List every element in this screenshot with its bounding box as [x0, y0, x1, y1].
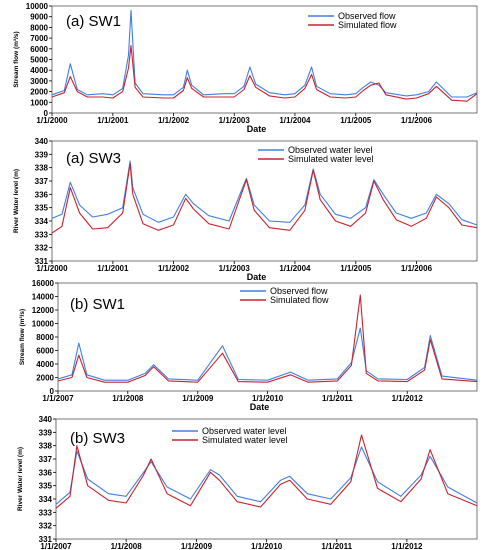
- y-tick-label: 334: [39, 495, 53, 504]
- x-tick-label: 1/1/2012: [392, 394, 424, 403]
- y-tick-label: 332: [39, 522, 53, 531]
- y-tick-label: 337: [39, 455, 53, 464]
- x-tick-label: 1/1/2004: [279, 264, 311, 273]
- legend-label: Simulated water level: [202, 435, 288, 445]
- x-tick-label: 1/1/2006: [401, 116, 433, 125]
- x-tick-label: 1/1/2006: [401, 264, 433, 273]
- x-tick-label: 1/1/2004: [279, 116, 311, 125]
- y-axis-label: Stream flow (m³/s): [19, 309, 26, 365]
- y-tick-label: 339: [35, 150, 49, 159]
- y-tick-label: 335: [39, 482, 53, 491]
- y-tick-label: 333: [39, 508, 53, 517]
- x-tick-label: 1/1/2000: [36, 116, 68, 125]
- x-tick-label: 1/1/2011: [322, 394, 353, 403]
- legend-label: Observed flow: [270, 286, 328, 296]
- y-tick-label: 5000: [30, 56, 48, 65]
- legend-label: Observed flow: [338, 11, 396, 21]
- y-tick-label: 0: [50, 387, 55, 396]
- y-tick-label: 336: [35, 190, 49, 199]
- y-tick-label: 6000: [30, 45, 48, 54]
- simulated-series-line: [51, 45, 478, 102]
- x-axis-label: Date: [250, 402, 270, 412]
- x-tick-label: 1/1/2009: [182, 394, 214, 403]
- legend-label: Observed water level: [288, 145, 373, 155]
- x-tick-label: 1/1/2010: [252, 394, 284, 403]
- chart-panel-3: 0 2000 4000 6000 8000 10000 12000 14000 16000 1/1…: [19, 279, 478, 412]
- observed-series-line: [57, 327, 478, 381]
- chart-panel-1: 0100020003000400050006000700080009000100…: [13, 2, 478, 134]
- y-tick-label: 10000: [32, 320, 55, 329]
- panel-title: (b) SW1: [70, 296, 125, 313]
- simulated-series-line: [55, 434, 478, 509]
- y-tick-label: 337: [35, 177, 49, 186]
- legend-label: Simulated water level: [288, 154, 374, 164]
- x-tick-label: 1/1/2002: [158, 116, 190, 125]
- simulated-series-line: [51, 163, 478, 234]
- chart-panel-4: 331 332 333 334 335 336 337 338 339 340 1/1/2007 1/…: [17, 415, 478, 550]
- observed-series-line: [51, 160, 478, 226]
- y-tick-label: 3000: [30, 77, 48, 86]
- x-tick-label: 1/1/2000: [36, 264, 68, 273]
- x-tick-label: 1/1/2011: [321, 542, 352, 550]
- y-axis-label: River Water level (m): [17, 447, 24, 511]
- y-tick-label: 4000: [30, 66, 48, 75]
- x-tick-label: 1/1/2005: [340, 116, 372, 125]
- y-tick-label: 0: [44, 109, 49, 118]
- chart-panel-2: 331 332 333 334 335 336 337 338 339 340 1/1/2000 1/…: [13, 137, 478, 282]
- panel-title: (a) SW3: [66, 150, 121, 167]
- y-tick-label: 338: [35, 164, 49, 173]
- y-tick-label: 2000: [30, 88, 48, 97]
- x-tick-label: 1/1/2001: [97, 264, 129, 273]
- observed-series-line: [55, 446, 478, 505]
- y-axis-label: Stream flow (m³/s): [13, 31, 20, 87]
- y-tick-label: 340: [35, 137, 49, 146]
- y-tick-label: 10000: [26, 2, 49, 11]
- y-tick-label: 331: [35, 257, 49, 266]
- y-tick-label: 8000: [36, 333, 54, 342]
- y-tick-label: 6000: [36, 347, 54, 356]
- x-tick-label: 1/1/2002: [158, 264, 190, 273]
- legend-label: Simulated flow: [270, 295, 329, 305]
- y-tick-label: 335: [35, 204, 49, 213]
- legend-label: Simulated flow: [338, 20, 397, 30]
- x-tick-label: 1/1/2005: [340, 264, 372, 273]
- y-tick-label: 7000: [30, 34, 48, 43]
- y-tick-label: 9000: [30, 13, 48, 22]
- plot-frame: [51, 140, 478, 262]
- x-tick-label: 1/1/2001: [97, 116, 129, 125]
- x-tick-label: 1/1/2012: [391, 542, 423, 550]
- y-tick-label: 4000: [36, 360, 54, 369]
- y-tick-label: 8000: [30, 23, 48, 32]
- y-tick-label: 14000: [32, 293, 55, 302]
- x-tick-label: 1/1/2003: [219, 264, 251, 273]
- simulated-series-line: [57, 294, 478, 383]
- legend-label: Observed water level: [202, 426, 287, 436]
- x-tick-label: 1/1/2010: [251, 542, 283, 550]
- y-tick-label: 12000: [32, 306, 55, 315]
- y-tick-label: 333: [35, 230, 49, 239]
- y-tick-label: 16000: [32, 279, 55, 288]
- y-tick-label: 339: [39, 428, 53, 437]
- y-tick-label: 332: [35, 244, 49, 253]
- x-tick-label: 1/1/2008: [112, 394, 144, 403]
- x-tick-label: 1/1/2007: [40, 542, 72, 550]
- panel-title: (a) SW1: [66, 13, 121, 30]
- x-axis-label: Date: [247, 272, 267, 282]
- y-tick-label: 2000: [36, 374, 54, 383]
- x-tick-label: 1/1/2008: [111, 542, 143, 550]
- y-tick-label: 331: [39, 535, 53, 544]
- y-tick-label: 340: [39, 415, 53, 424]
- y-axis-label: River Water level (m): [13, 169, 20, 233]
- y-tick-label: 336: [39, 468, 53, 477]
- x-tick-label: 1/1/2007: [42, 394, 74, 403]
- y-tick-label: 1000: [30, 98, 48, 107]
- x-tick-label: 1/1/2003: [219, 116, 251, 125]
- observed-series-line: [51, 9, 478, 98]
- y-tick-label: 334: [35, 217, 49, 226]
- panel-title: (b) SW3: [70, 430, 125, 447]
- x-axis-label: Date: [247, 124, 267, 134]
- x-tick-label: 1/1/2009: [181, 542, 213, 550]
- y-tick-label: 338: [39, 442, 53, 451]
